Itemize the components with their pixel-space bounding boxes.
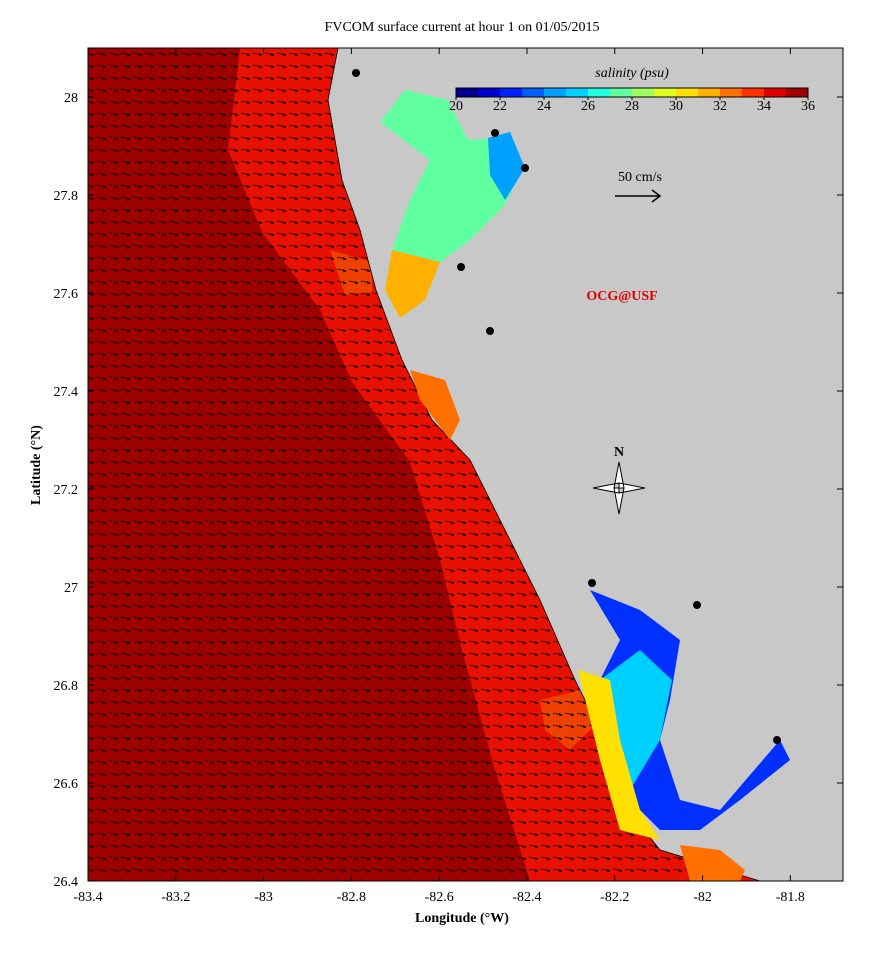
y-tick-label: 27.4 [54,385,79,400]
colorbar-swatch [654,88,677,97]
river-point [457,263,465,271]
river-point [491,129,499,137]
river-point [773,736,781,744]
colorbar-swatch [588,88,611,97]
y-tick-label: 27 [64,581,78,596]
colorbar-swatch [456,88,479,97]
x-axis-label: Longitude (°W) [415,911,509,926]
scale-label: 50 cm/s [618,170,662,185]
sarasota-bay [410,370,460,440]
scale-arrow-head [651,189,662,203]
x-tick-label: -82.4 [512,890,541,905]
north-arrow [592,461,646,515]
tampa-bay-upper [488,132,525,200]
y-tick-label: 28 [64,91,78,106]
colorbar-swatch [566,88,589,97]
y-tick-label: 27.6 [54,287,79,302]
x-tick-label: -83.4 [73,890,102,905]
x-tick-label: -83.2 [161,890,190,905]
x-tick-label: -82 [693,890,712,905]
map-field [88,48,843,881]
pine-island-sound [578,670,660,840]
colorbar-swatch [764,88,787,97]
colorbar-tick-label: 32 [713,99,727,114]
credit: OCG@USF [586,289,657,304]
colorbar-tick-label: 26 [581,99,595,114]
y-axis-label: Latitude (°N) [29,425,44,505]
tampa-bay-mouth [385,250,440,318]
river-point [486,327,494,335]
charlotte-harbor-mid [600,650,672,790]
x-tick-label: -82.6 [425,890,454,905]
colorbar-swatch [720,88,743,97]
colorbar-tick-label: 22 [493,99,507,114]
colorbar-tick-label: 30 [669,99,683,114]
colorbar-tick-label: 24 [537,99,551,114]
y-tick-label: 26.8 [54,679,79,694]
y-tick-label: 27.2 [54,483,79,498]
y-tick-label: 26.6 [54,777,79,792]
y-tick-label: 27.8 [54,189,79,204]
colorbar-swatch [478,88,501,97]
colorbar-swatch [522,88,545,97]
colorbar-swatch [742,88,765,97]
estero-bay [680,845,745,881]
colorbar-tick-label: 28 [625,99,639,114]
colorbar-swatch [500,88,523,97]
colorbar-swatch [544,88,567,97]
colorbar-tick-label: 34 [757,99,771,114]
colorbar-tick-label: 20 [449,99,463,114]
colorbar-label: salinity (psu) [595,66,669,81]
river-point [521,164,529,172]
colorbar-swatch [676,88,699,97]
x-tick-label: -83 [254,890,273,905]
river-point [693,601,701,609]
x-tick-label: -81.8 [776,890,805,905]
colorbar-swatch [632,88,655,97]
colorbar-swatch [698,88,721,97]
colorbar-swatch [610,88,633,97]
river-point [588,579,596,587]
land [327,48,843,881]
north-label: N [614,445,624,460]
colorbar-swatch [786,88,809,97]
chart-title: FVCOM surface current at hour 1 on 01/05… [325,20,600,35]
plot-frame [87,47,844,882]
river-point [352,69,360,77]
x-tick-label: -82.2 [600,890,629,905]
y-tick-label: 26.4 [54,875,79,890]
colorbar-tick-label: 36 [801,99,815,114]
x-tick-label: -82.8 [337,890,366,905]
